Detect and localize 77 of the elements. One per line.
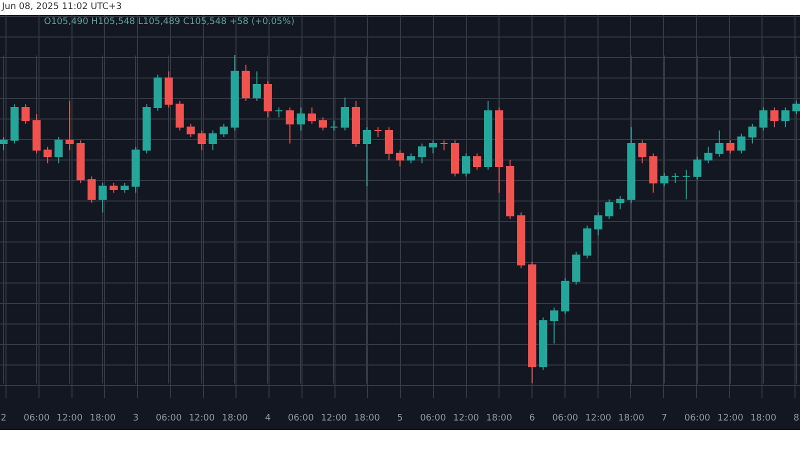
candlestick [0,136,8,151]
candlestick [693,156,702,180]
candlestick [792,100,800,115]
x-tick-label: 18:00 [618,414,644,424]
candlestick [296,106,305,131]
candlestick [726,140,734,154]
x-tick-label: 18:00 [90,414,116,424]
candlestick [638,140,646,164]
candlestick [406,152,416,164]
candlestick [308,106,316,124]
candlestick [671,172,680,184]
candlestick [252,70,261,102]
candlestick [220,123,228,138]
x-tick-label: 06:00 [288,414,314,424]
x-tick-label: 3 [132,414,139,424]
candlestick [715,130,724,158]
candlestick [340,97,350,131]
candlestick [682,169,690,200]
x-tick-label: 06:00 [24,414,50,424]
x-tick-label: 12:00 [56,414,83,424]
candlestick [98,182,107,213]
candlestick [781,106,790,128]
candlestick [176,100,184,131]
x-tick-label: 4 [264,414,271,424]
candlestick [616,196,624,210]
x-tick-label: 06:00 [684,414,711,424]
candlestick [462,152,470,177]
candlestick [44,146,52,164]
x-tick-label: 7 [661,414,668,424]
candlestick [318,116,327,131]
candlestick [704,146,712,164]
candlestick [362,126,372,187]
candlestick [110,182,118,194]
candlestick [208,130,217,151]
x-tick-label: 5 [397,414,403,424]
candlestick [374,126,382,138]
candlestick [330,120,338,131]
candlestick [120,182,129,194]
candlestick [274,106,283,118]
x-tick-label: 06:00 [420,414,446,424]
x-tick-label: 2 [0,414,6,424]
x-tick-label: 6 [529,414,536,424]
candlestick [186,123,195,138]
x-tick-label: 18:00 [354,414,380,424]
candlestick [550,307,558,344]
text: O105,490 H105,548 L105,489 C105,548 +58 (+0.05%) [44,17,294,27]
candlestick [759,106,768,131]
x-tick-label: 12:00 [320,414,348,424]
x-tick-label: 12:00 [585,414,612,424]
x-tick-label: 06:00 [156,414,182,424]
x-tick-label: 18:00 [486,414,512,424]
x-tick-label: 18:00 [222,414,248,424]
x-tick-label: 8 [794,414,800,424]
x-tick-label: 12:00 [453,414,480,424]
candlestick [88,176,96,204]
candlestick [396,150,404,168]
candlestick [198,130,206,151]
candlestick [473,152,482,170]
candlestick [737,133,746,154]
candlestick [748,123,756,144]
candlestick [286,106,294,144]
candlestick [384,126,394,160]
candlestick [660,172,668,187]
candlestick [594,212,602,236]
text: Jun 08, 2025 11:02 UTC+3 [0,1,123,14]
candlestick [440,140,448,151]
candlestick [428,140,438,154]
candlestick [54,136,63,164]
candlestick [22,104,30,124]
candlestick [605,198,614,220]
x-tick-label: 18:00 [750,414,777,424]
x-tick-label: 12:00 [188,414,216,424]
candlestick [418,143,426,164]
x-tick-label: 12:00 [717,414,744,424]
candlestick [770,106,778,128]
x-tick-label: 06:00 [552,414,578,424]
candlestick [66,100,74,151]
